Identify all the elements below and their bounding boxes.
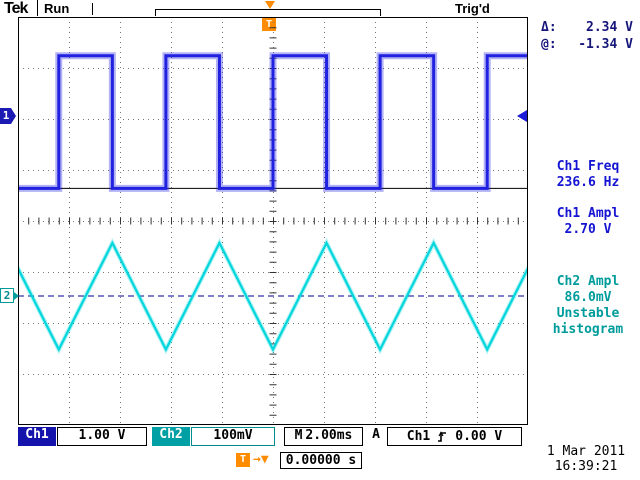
timebase-readout: M 2.00ms — [284, 427, 363, 446]
measurement-label: Ch1 Ampl — [556, 206, 620, 221]
header-divider — [37, 0, 38, 16]
acquire-mode-label: A — [372, 427, 380, 442]
ch2-ground-marker: 2 — [0, 288, 14, 303]
ch1-volts-per-div: 1.00 V — [57, 427, 147, 446]
measurement-value: 236.6 Hz — [556, 175, 620, 190]
measurement-label: Ch1 Freq — [556, 159, 620, 174]
trigger-position-arrow-icon — [265, 1, 275, 9]
ch1-freq-readout: Ch1 Freq 236.6 Hz — [540, 159, 636, 191]
cursor-delta-label: Δ: — [541, 20, 557, 35]
record-window-bracket — [155, 9, 381, 10]
ch1-ground-marker: 1 — [0, 108, 16, 124]
record-start-tick — [92, 3, 93, 15]
timebase-value: 2.00ms — [305, 428, 353, 443]
trigger-time-arrow-icon: →▼ — [253, 452, 269, 467]
ch1-ampl-readout: Ch1 Ampl 2.70 V — [540, 206, 636, 238]
measurement-label: Ch2 Ampl — [556, 274, 620, 289]
trigger-position-value: 0.00000 s — [280, 452, 362, 469]
cursor-at-label: @: — [541, 37, 557, 52]
cursor-at-value: -1.34 V — [578, 37, 633, 52]
ch2-ground-marker-arrow-icon — [14, 292, 19, 300]
trigger-status: Trig'd — [455, 1, 490, 16]
ch2-ampl-readout: Ch2 Ampl 86.0mV Unstable histogram — [540, 274, 636, 338]
acquisition-status: Run — [44, 1, 70, 16]
rising-edge-icon — [438, 431, 447, 442]
measurement-value: 86.0mV — [564, 290, 612, 305]
trigger-settings-readout: Ch1 0.00 V — [387, 427, 522, 446]
ch2-channel-badge: Ch2 — [152, 427, 190, 446]
record-window-bracket-right-tick — [380, 9, 381, 16]
timebase-label: M — [294, 428, 303, 443]
record-window-bracket-left-tick — [155, 9, 156, 16]
date-value: 1 Mar 2011 — [546, 444, 626, 459]
trigger-source: Ch1 — [406, 429, 431, 444]
cursor-at-row: @: -1.34 V — [541, 37, 633, 54]
time-value: 16:39:21 — [554, 459, 618, 474]
tek-logo: Tek — [4, 0, 28, 17]
measurement-note: Unstable — [556, 306, 620, 321]
cursor-delta-row: Δ: 2.34 V — [541, 20, 633, 37]
datetime-readout: 1 Mar 2011 16:39:21 — [538, 444, 634, 474]
trigger-level-value: 0.00 V — [455, 429, 503, 444]
measurement-value: 2.70 V — [564, 222, 612, 237]
measurement-note: histogram — [552, 322, 624, 337]
trigger-level-arrow-icon — [517, 110, 527, 122]
waveform-display — [18, 17, 528, 425]
ch2-volts-per-div: 100mV — [191, 427, 275, 446]
ch1-channel-badge: Ch1 — [18, 427, 56, 446]
cursor-readout: Δ: 2.34 V @: -1.34 V — [541, 20, 633, 54]
cursor-delta-value: 2.34 V — [586, 20, 633, 35]
trigger-time-marker: T — [236, 453, 250, 467]
